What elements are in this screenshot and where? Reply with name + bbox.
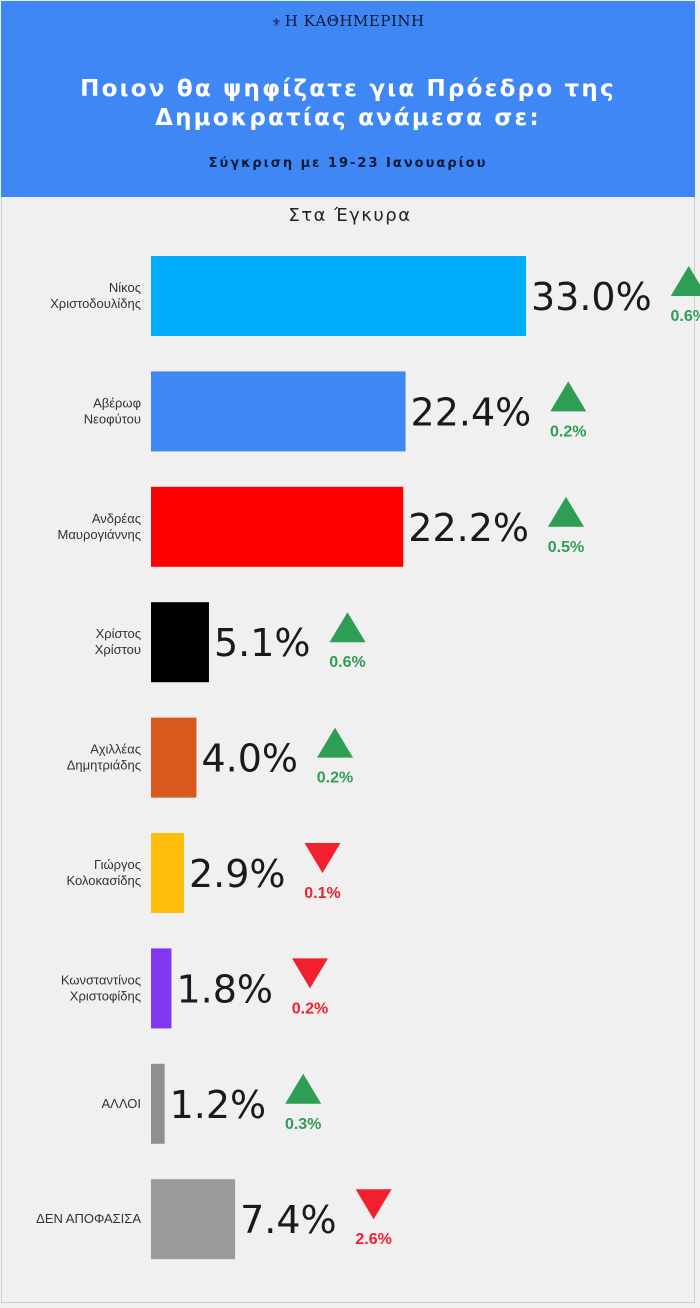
value-label: 5.1% — [214, 621, 311, 665]
triangle-up-icon — [285, 1073, 322, 1104]
value-label: 7.4% — [240, 1198, 337, 1242]
change-label: 0.2% — [550, 423, 586, 440]
logo-mark-icon: ⚜ — [271, 16, 282, 29]
triangle-up-icon — [547, 496, 584, 527]
category-label: Αχιλλέας Δημητριάδης — [67, 742, 141, 773]
value-label: 4.0% — [201, 737, 298, 781]
value-label: 2.9% — [189, 852, 286, 896]
value-label: 22.4% — [411, 390, 532, 434]
category-label: ΔΕΝ ΑΠΟΦΑΣΙΣΑ — [36, 1211, 141, 1226]
header-banner: ⚜ Η ΚΑΘΗΜΕΡΙΝΗ Ποιον θα ψηφίζατε για Πρόε… — [1, 1, 695, 197]
change-label: 0.6% — [329, 654, 365, 671]
change-label: 2.6% — [355, 1231, 391, 1248]
change-label: 0.2% — [292, 1000, 328, 1017]
change-label: 0.2% — [317, 770, 353, 787]
bar — [151, 833, 184, 913]
publisher-logo: ⚜ Η ΚΑΘΗΜΕΡΙΝΗ — [1, 12, 695, 36]
bar — [151, 602, 209, 683]
category-label: Νίκος Χριστοδουλίδης — [50, 280, 141, 311]
value-label: 33.0% — [531, 275, 652, 319]
chart-subtitle: Σύγκριση με 19-23 Ιανουαρίου — [208, 156, 488, 171]
value-label: 22.2% — [408, 506, 529, 550]
bar — [151, 1179, 236, 1260]
section-label: Στα Έγκυρα — [288, 205, 412, 226]
triangle-up-icon — [670, 266, 700, 296]
triangle-down-icon — [355, 1189, 392, 1220]
bar — [151, 371, 406, 452]
change-label: 0.6% — [670, 308, 700, 325]
change-label: 0.3% — [285, 1116, 321, 1133]
change-label: 0.5% — [548, 539, 584, 556]
category-label: ΑΛΛΟΙ — [102, 1096, 142, 1111]
category-label: Χρίστος Χρίστου — [95, 626, 141, 657]
category-label: Κωνσταντίνος Χριστοφίδης — [61, 972, 141, 1003]
triangle-up-icon — [329, 612, 366, 643]
category-label: Ανδρέας Μαυρογιάννης — [58, 511, 141, 542]
change-label: 0.1% — [304, 885, 340, 902]
bar — [151, 948, 172, 1029]
bar — [151, 1063, 165, 1144]
bar — [151, 717, 197, 798]
triangle-down-icon — [292, 958, 329, 989]
value-label: 1.2% — [170, 1083, 267, 1127]
title-line-1: Ποιον θα ψηφίζατε για Πρόεδρο της — [80, 76, 616, 102]
category-label: Αβέρωφ Νεοφύτου — [84, 395, 141, 426]
triangle-up-icon — [550, 381, 587, 412]
bar — [151, 256, 526, 336]
title-line-2: Δημοκρατίας ανάμεσα σε: — [155, 105, 541, 131]
logo-text: Η ΚΑΘΗΜΕΡΙΝΗ — [284, 12, 425, 30]
chart-title: Ποιον θα ψηφίζατε για Πρόεδρο της Δημοκρ… — [21, 75, 675, 133]
value-label: 1.8% — [176, 967, 273, 1011]
category-label: Γιώργος Κολοκασίδης — [66, 857, 141, 888]
bar — [151, 486, 404, 567]
triangle-up-icon — [317, 727, 354, 758]
triangle-down-icon — [304, 843, 341, 873]
